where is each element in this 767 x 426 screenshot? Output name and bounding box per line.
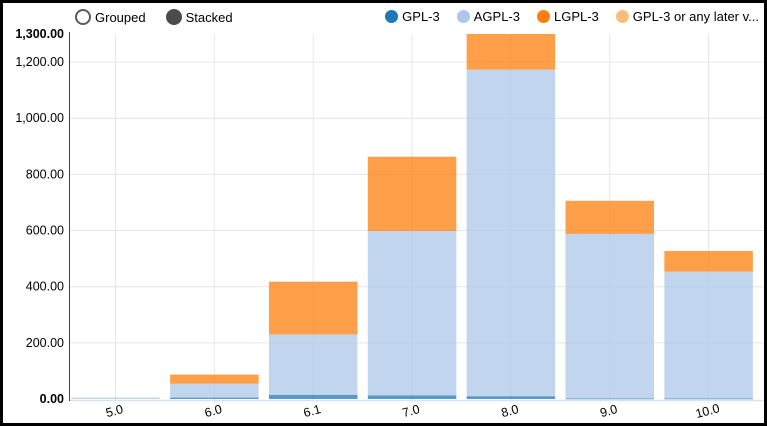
legend-item-gpl3[interactable]: GPL-3: [385, 9, 440, 24]
x-tick-label: 10.0: [694, 401, 721, 421]
bar-segment-LGPL-3-8.0[interactable]: [466, 34, 556, 70]
bar-segment-GPL-3-9.0[interactable]: [565, 398, 655, 400]
bar-segment-AGPL-3-7.0[interactable]: [367, 231, 457, 396]
bar-segment-LGPL-3-6.0[interactable]: [170, 374, 259, 384]
stacked-radio-option[interactable]: Stacked: [165, 9, 233, 25]
grouped-radio-label: Grouped: [95, 9, 146, 25]
bar-segment-GPL-3-6.0[interactable]: [170, 397, 259, 399]
bar-segment-LGPL-3-6.1[interactable]: [268, 281, 358, 335]
x-tick-label: 6.1: [302, 402, 322, 420]
bar-segment-GPL-3-7.0[interactable]: [367, 395, 457, 399]
radio-selected-icon: [165, 9, 182, 25]
bar-segment-GPL-3-6.1[interactable]: [268, 394, 358, 399]
x-tick-label: 6.0: [203, 402, 223, 420]
bar-segment-AGPL-3-8.0[interactable]: [466, 69, 556, 397]
bar-segment-GPL-3-8.0[interactable]: [466, 396, 556, 399]
y-tick-label: 1,000.00: [15, 111, 64, 125]
bar-segment-LGPL-3-9.0[interactable]: [565, 200, 655, 234]
bar-segment-AGPL-3-10.0[interactable]: [664, 271, 753, 399]
grouped-radio-option[interactable]: Grouped: [75, 9, 146, 25]
legend-item-agpl3[interactable]: AGPL-3: [456, 9, 520, 24]
bar-segment-AGPL-3-6.0[interactable]: [170, 383, 259, 398]
y-tick-label: 600.00: [26, 224, 64, 238]
y-tick-label: 400.00: [26, 280, 64, 294]
legend-swatch-icon: [385, 10, 399, 23]
legend-swatch-icon: [456, 10, 470, 23]
x-tick-label: 7.0: [401, 402, 421, 420]
y-tick-label: 1,200.00: [15, 55, 64, 69]
stacked-bar-chart: 0.00 200.00 400.00 600.00 800.00 1,000.00 1,20…: [15, 27, 764, 421]
bar-segment-AGPL-3-5.0[interactable]: [71, 397, 160, 399]
stacked-radio-label: Stacked: [185, 9, 233, 25]
legend-item-gpl3-or-later[interactable]: GPL-3 or any later v...: [615, 9, 759, 24]
y-tick-label: 1,300.00: [15, 27, 64, 41]
y-tick-label: 200.00: [26, 336, 64, 350]
bar-segment-LGPL-3-10.0[interactable]: [664, 251, 753, 272]
radio-unselected-icon: [75, 9, 91, 25]
x-tick-label: 5.0: [104, 402, 124, 420]
legend-item-lgpl3[interactable]: LGPL-3: [536, 9, 599, 24]
legend-label: GPL-3 or any later v...: [632, 9, 759, 24]
legend-label: AGPL-3: [473, 9, 520, 24]
y-tick-label: 0.00: [40, 392, 64, 406]
legend-label: LGPL-3: [553, 9, 599, 24]
x-tick-label: 8.0: [500, 402, 520, 420]
chart-legend: GPL-3 AGPL-3 LGPL-3 GPL-3 or any later v…: [385, 9, 759, 24]
bar-segment-GPL-3-10.0[interactable]: [664, 398, 753, 400]
chart-mode-controls: Grouped Stacked: [75, 9, 233, 25]
bar-segment-AGPL-3-6.1[interactable]: [268, 334, 358, 395]
x-tick-label: 9.0: [599, 402, 619, 420]
y-tick-label: 800.00: [26, 167, 64, 181]
bar-segment-LGPL-3-7.0[interactable]: [367, 156, 457, 232]
legend-label: GPL-3: [402, 9, 440, 24]
bar-segment-AGPL-3-9.0[interactable]: [565, 233, 655, 399]
legend-swatch-icon: [536, 10, 550, 23]
legend-swatch-icon: [615, 10, 629, 23]
